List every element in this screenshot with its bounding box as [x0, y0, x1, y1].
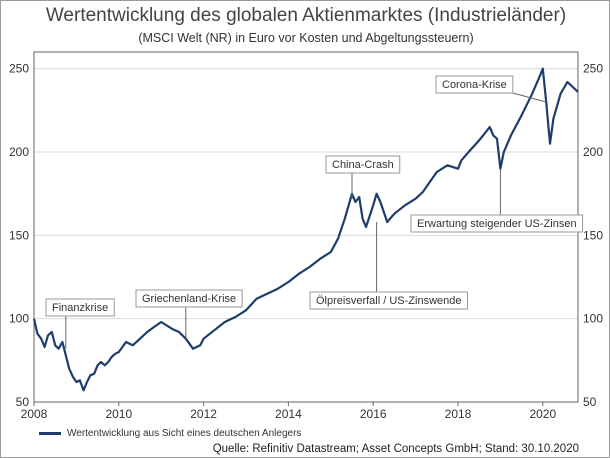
x-tick-label: 2008 — [21, 407, 48, 421]
y-tick-label: 150 — [9, 228, 29, 242]
annotation: Ölpreisverfall / US-Zinswende — [309, 222, 468, 310]
y-axis-left: 50 100 150 200 250 — [9, 62, 29, 409]
annotation-box — [135, 289, 243, 308]
grid-lines — [34, 68, 578, 403]
y-tick-label-right: 200 — [583, 145, 603, 159]
series-line — [32, 67, 579, 392]
x-tick-label: 2018 — [445, 407, 472, 421]
annotation-box — [410, 214, 584, 233]
annotation-box — [435, 75, 514, 94]
y-tick-label-right: 50 — [583, 395, 597, 409]
x-tick-label: 2016 — [360, 407, 387, 421]
annotation-box — [325, 155, 401, 174]
chart-subtitle: (MSCI Welt (NR) in Euro vor Kosten und A… — [138, 31, 474, 45]
annotation-connector — [512, 92, 547, 103]
y-tick-label: 250 — [9, 62, 29, 76]
annotations: Finanzkrise Griechenland-Krise China-Crash… — [45, 75, 584, 349]
legend-label: Wertentwicklung aus Sicht eines deutsche… — [67, 428, 302, 439]
y-tick-label: 50 — [16, 395, 30, 409]
x-tick-label: 2012 — [190, 407, 217, 421]
annotation-label: China-Crash — [332, 159, 394, 171]
legend-swatch — [39, 432, 61, 435]
annotation-label: Griechenland-Krise — [142, 293, 236, 305]
x-tick-label: 2010 — [105, 407, 132, 421]
annotation-label: Corona-Krise — [442, 79, 507, 91]
legend: Wertentwicklung aus Sicht eines deutsche… — [39, 428, 301, 439]
annotation: Finanzkrise — [45, 298, 115, 349]
x-tick-label: 2020 — [529, 407, 556, 421]
annotation: Corona-Krise — [435, 75, 547, 103]
annotation: Erwartung steigender US-Zinsen — [410, 168, 584, 233]
annotation-box — [309, 291, 468, 310]
y-tick-label-right: 250 — [583, 62, 603, 76]
y-tick-label: 100 — [9, 312, 29, 326]
x-tick-label: 2014 — [275, 407, 302, 421]
y-axis-right: 50 100 150 200 250 — [583, 62, 603, 409]
source-note: Quelle: Refinitiv Datastream; Asset Conc… — [212, 443, 579, 455]
y-tick-label-right: 100 — [583, 312, 603, 326]
annotation: China-Crash — [325, 155, 401, 199]
annotation-box — [45, 298, 115, 317]
annotation-label: Finanzkrise — [52, 302, 108, 314]
y-tick-label: 200 — [9, 145, 29, 159]
annotation-label: Erwartung steigender US-Zinsen — [417, 218, 577, 230]
chart-title: Wertentwicklung des globalen Aktienmarkt… — [45, 5, 567, 26]
annotation-label: Ölpreisverfall / US-Zinswende — [316, 295, 462, 307]
y-tick-label-right: 150 — [583, 228, 603, 242]
annotation: Griechenland-Krise — [135, 289, 243, 337]
x-axis: 2008 2010 2012 2014 2016 2018 2020 — [21, 402, 556, 421]
